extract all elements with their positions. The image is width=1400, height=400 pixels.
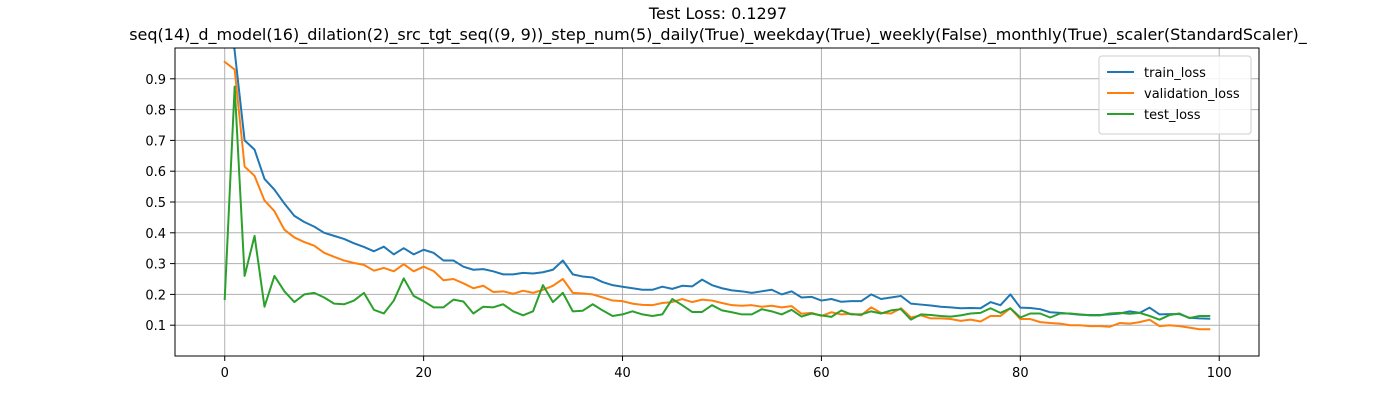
x-tick-label: 100 [1207,366,1232,381]
x-tick-label: 0 [221,366,229,381]
legend-label-train-loss: train_loss [1144,66,1206,81]
y-tick-label: 0.9 [145,73,166,88]
plot-area: 0 20 40 60 80 100 0.1 0.2 0.3 0.4 0.5 0.6 0.7 0.8 0.9 [145,47,1260,381]
legend-box [1098,55,1252,135]
series-line-test-loss [223,85,1211,321]
y-tick-label: 0.5 [145,196,166,211]
x-tick-label: 40 [614,366,631,381]
y-tick-label: 0.8 [145,104,166,119]
series-line-validation-loss [223,60,1211,331]
legend: train_loss validation_loss test_loss [1098,55,1252,135]
y-tick-label: 0.4 [145,227,166,242]
y-tick-label: 0.3 [145,258,166,273]
legend-label-validation-loss: validation_loss [1144,87,1240,102]
chart-subtitle: seq(14)_d_model(16)_dilation(2)_src_tgt_… [129,25,1308,45]
y-tick-label: 0.7 [145,134,166,149]
series-lines [223,48,1211,331]
legend-label-test-loss: test_loss [1144,108,1201,123]
y-tick-label: 0.6 [145,165,166,180]
chart-title: Test Loss: 0.1297 [648,4,787,23]
x-tick-label: 80 [1012,366,1029,381]
x-tick-label: 60 [813,366,830,381]
y-tick-label: 0.2 [145,288,166,303]
y-tick-label: 0.1 [145,319,166,334]
series-line-train-loss [233,48,1211,320]
x-tick-label: 20 [415,366,432,381]
